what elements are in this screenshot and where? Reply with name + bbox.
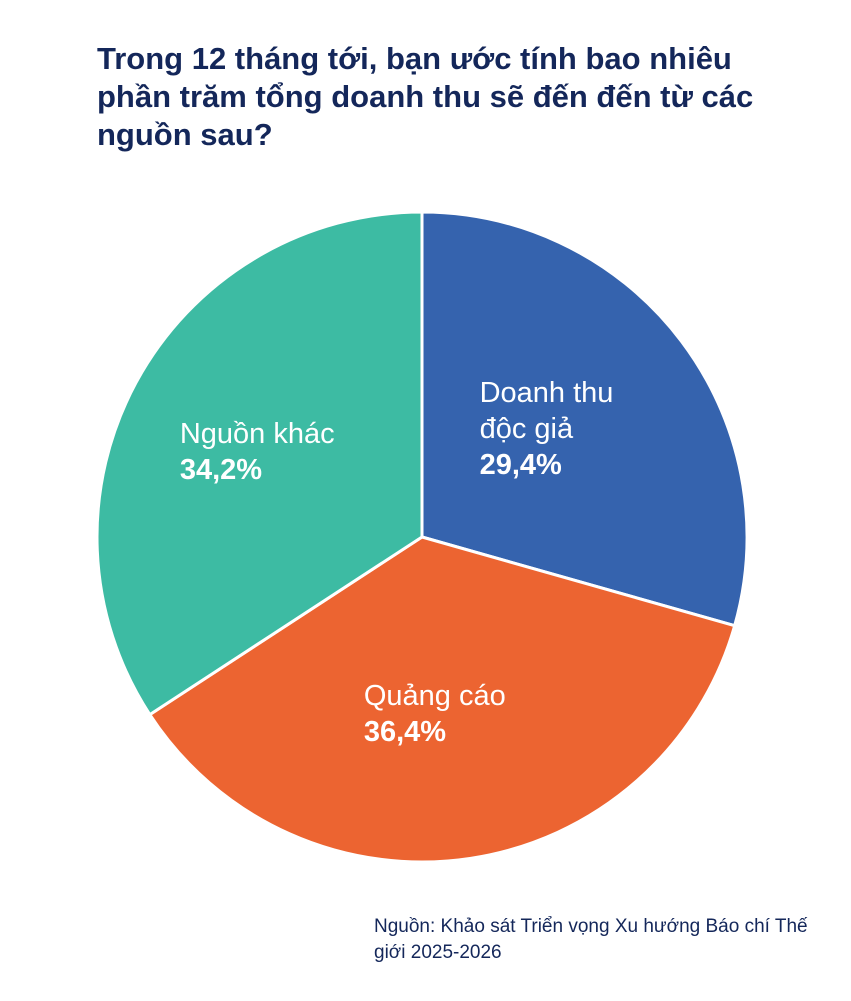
slice-name: Doanh thu độc giả (479, 377, 614, 446)
slice-value: 36,4% (363, 715, 447, 748)
slice-value: 29,4% (479, 449, 562, 482)
slice-name: Quảng cáo (363, 679, 506, 712)
pie-slice (147, 535, 737, 864)
chart-title: Trong 12 tháng tới, bạn ước tính bao nhi… (97, 41, 754, 152)
slice-label: Doanh thu độc giả 29,4% (480, 375, 650, 483)
slice-label: Quảng cáo 36,4% (364, 678, 534, 750)
slice-value: 34,2% (179, 453, 263, 486)
pie-slice (95, 210, 424, 717)
pie-slice (420, 210, 749, 628)
slice-name: Nguồn khác (179, 417, 335, 450)
source-note: Nguồn: Khảo sát Triển vọng Xu hướng Báo … (374, 916, 808, 963)
slice-label: Nguồn khác 34,2% (180, 416, 350, 488)
